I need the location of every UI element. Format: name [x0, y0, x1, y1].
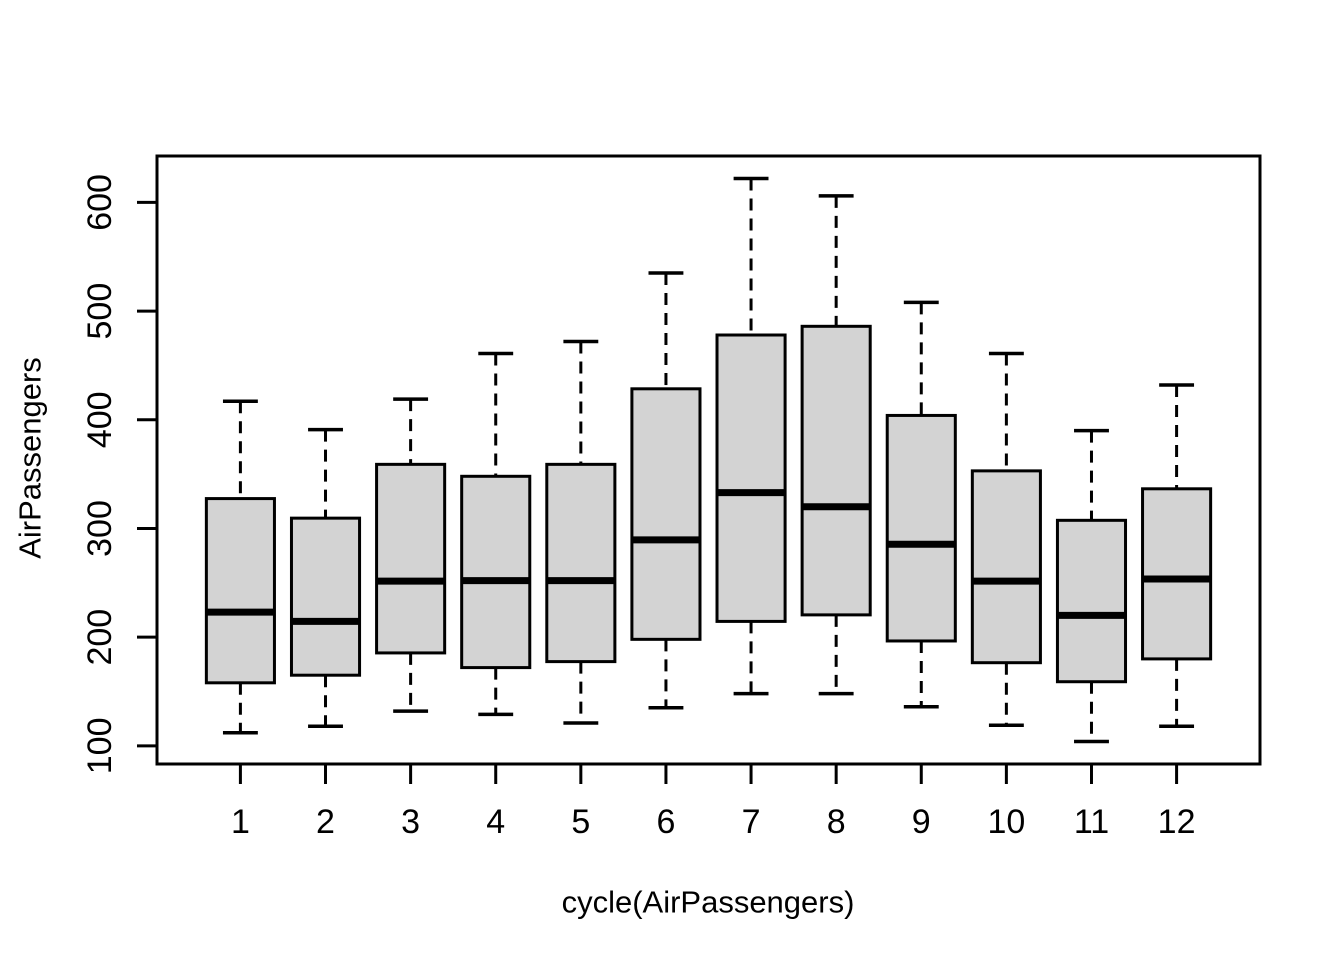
boxplot-month-8	[800, 194, 872, 696]
boxplot-series	[204, 176, 1213, 744]
boxplot-month-1	[204, 399, 276, 735]
iqr-box	[289, 516, 362, 677]
y-tick-label: 300	[81, 500, 119, 557]
y-tick-label: 100	[81, 717, 119, 774]
boxplot-month-6	[630, 271, 702, 710]
x-axis: 1 2 3 4 5 6 7 8 9 10 11 12	[231, 764, 1196, 841]
x-tick-label: 9	[912, 803, 931, 841]
x-tick-label: 2	[316, 803, 335, 841]
y-tick-label: 600	[81, 174, 119, 231]
iqr-box	[460, 474, 532, 670]
x-tick-label: 5	[571, 803, 590, 841]
boxplot-month-4	[460, 351, 532, 717]
boxplot-month-2	[289, 427, 362, 729]
boxplot-month-7	[715, 176, 787, 696]
x-tick-label: 8	[827, 803, 846, 841]
x-tick-label: 6	[656, 803, 675, 841]
x-axis-title: cycle(AirPassengers)	[562, 885, 855, 920]
iqr-box	[1055, 518, 1128, 684]
x-tick-label: 1	[231, 803, 250, 841]
iqr-box	[1141, 487, 1213, 661]
x-tick-label: 4	[486, 803, 505, 841]
iqr-box	[885, 413, 957, 643]
iqr-box	[970, 469, 1042, 665]
boxplot-month-5	[545, 339, 617, 725]
boxplot-month-3	[375, 397, 447, 713]
iqr-box	[715, 333, 787, 623]
boxplot-month-12	[1141, 383, 1213, 729]
y-axis-title: AirPassengers	[13, 357, 48, 559]
iqr-box	[545, 462, 617, 664]
iqr-box	[800, 324, 872, 617]
plot-frame	[155, 154, 1262, 766]
iqr-box	[375, 462, 447, 655]
x-tick-label: 3	[401, 803, 420, 841]
x-tick-label: 7	[742, 803, 761, 841]
y-tick-label: 200	[81, 609, 119, 666]
y-tick-label: 400	[81, 391, 119, 448]
iqr-box	[630, 387, 702, 641]
boxplot-month-11	[1055, 428, 1128, 744]
x-tick-label: 11	[1074, 803, 1109, 841]
iqr-box	[204, 497, 276, 685]
x-tick-label: 10	[987, 803, 1025, 841]
x-tick-label: 12	[1158, 803, 1196, 841]
y-axis: 100 200 300 400 500 600	[81, 174, 157, 774]
y-tick-label: 500	[81, 283, 119, 340]
boxplot-month-10	[970, 351, 1042, 727]
boxplot-month-9	[885, 300, 957, 709]
